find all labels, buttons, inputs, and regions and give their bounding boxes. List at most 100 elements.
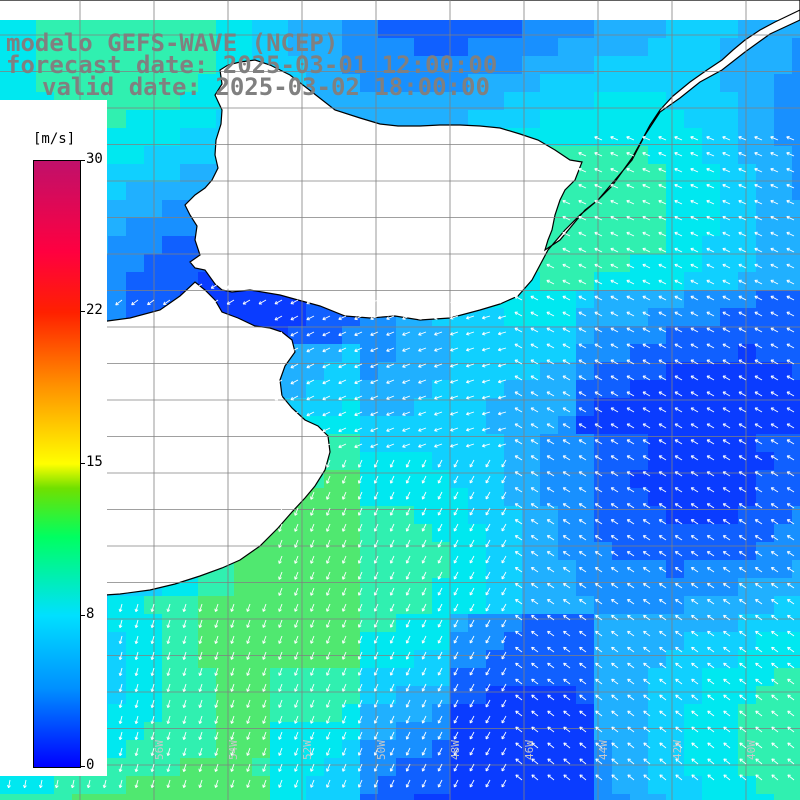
- speed-cell: [342, 704, 360, 722]
- speed-cell: [612, 56, 630, 74]
- speed-cell: [504, 668, 522, 686]
- speed-cell: [774, 164, 792, 182]
- speed-cell: [270, 758, 288, 776]
- speed-cell: [594, 92, 612, 110]
- speed-cell: [504, 614, 522, 632]
- speed-cell: [162, 74, 180, 92]
- speed-cell: [126, 20, 144, 38]
- speed-cell: [594, 38, 612, 56]
- speed-cell: [450, 650, 468, 668]
- speed-cell: [342, 758, 360, 776]
- speed-cell: [126, 614, 144, 632]
- speed-cell: [144, 110, 162, 128]
- speed-cell: [576, 704, 594, 722]
- speed-cell: [270, 740, 288, 758]
- speed-cell: [180, 686, 198, 704]
- speed-cell: [612, 506, 630, 524]
- speed-cell: [720, 200, 738, 218]
- speed-cell: [342, 722, 360, 740]
- speed-cell: [612, 92, 630, 110]
- speed-cell: [288, 704, 306, 722]
- speed-cell: [540, 452, 558, 470]
- speed-cell: [144, 38, 162, 56]
- speed-cell: [198, 614, 216, 632]
- speed-cell: [522, 362, 540, 380]
- speed-cell: [486, 650, 504, 668]
- speed-cell: [666, 56, 684, 74]
- speed-cell: [756, 56, 774, 74]
- speed-cell: [522, 56, 540, 74]
- speed-cell: [612, 758, 630, 776]
- speed-cell: [558, 686, 576, 704]
- wind-arrow: [578, 167, 587, 173]
- speed-cell: [126, 110, 144, 128]
- speed-cell: [486, 506, 504, 524]
- speed-cell: [324, 704, 342, 722]
- speed-cell: [738, 560, 756, 578]
- speed-cell: [504, 20, 522, 38]
- speed-cell: [360, 74, 378, 92]
- speed-cell: [792, 596, 800, 614]
- speed-cell: [270, 614, 288, 632]
- speed-cell: [594, 200, 612, 218]
- speed-cell: [612, 722, 630, 740]
- speed-cell: [144, 20, 162, 38]
- speed-cell: [450, 398, 468, 416]
- speed-cell: [630, 740, 648, 758]
- speed-cell: [432, 92, 450, 110]
- speed-cell: [738, 128, 756, 146]
- speed-cell: [450, 380, 468, 398]
- speed-cell: [630, 452, 648, 470]
- speed-cell: [684, 38, 702, 56]
- speed-cell: [450, 668, 468, 686]
- speed-cell: [396, 668, 414, 686]
- speed-cell: [306, 578, 324, 596]
- speed-cell: [558, 92, 576, 110]
- speed-cell: [288, 776, 306, 794]
- speed-cell: [648, 488, 666, 506]
- colorbar-tick-label: 0: [86, 757, 95, 773]
- speed-cell: [720, 488, 738, 506]
- speed-cell: [450, 632, 468, 650]
- speed-cell: [234, 668, 252, 686]
- speed-cell: [558, 236, 576, 254]
- speed-cell: [270, 704, 288, 722]
- speed-cell: [756, 470, 774, 488]
- speed-cell: [216, 758, 234, 776]
- speed-cell: [666, 416, 684, 434]
- speed-cell: [540, 614, 558, 632]
- speed-cell: [180, 20, 198, 38]
- speed-cell: [792, 254, 800, 272]
- speed-cell: [468, 524, 486, 542]
- speed-cell: [612, 632, 630, 650]
- speed-cell: [594, 416, 612, 434]
- speed-cell: [684, 182, 702, 200]
- speed-cell: [666, 506, 684, 524]
- speed-cell: [774, 146, 792, 164]
- speed-cell: [558, 326, 576, 344]
- speed-cell: [720, 650, 738, 668]
- speed-cell: [774, 740, 792, 758]
- speed-cell: [324, 740, 342, 758]
- wind-arrow: [610, 167, 619, 173]
- speed-cell: [558, 272, 576, 290]
- speed-cell: [306, 632, 324, 650]
- speed-cell: [432, 344, 450, 362]
- speed-cell: [684, 254, 702, 272]
- speed-cell: [594, 110, 612, 128]
- speed-cell: [504, 542, 522, 560]
- speed-cell: [378, 776, 396, 794]
- speed-cell: [432, 74, 450, 92]
- wind-arrow: [722, 151, 731, 157]
- speed-cell: [126, 200, 144, 218]
- speed-cell: [198, 92, 216, 110]
- speed-cell: [504, 650, 522, 668]
- speed-cell: [126, 128, 144, 146]
- speed-cell: [702, 362, 720, 380]
- speed-cell: [738, 740, 756, 758]
- speed-cell: [648, 668, 666, 686]
- speed-cell: [396, 614, 414, 632]
- speed-cell: [342, 74, 360, 92]
- speed-cell: [756, 128, 774, 146]
- speed-cell: [558, 398, 576, 416]
